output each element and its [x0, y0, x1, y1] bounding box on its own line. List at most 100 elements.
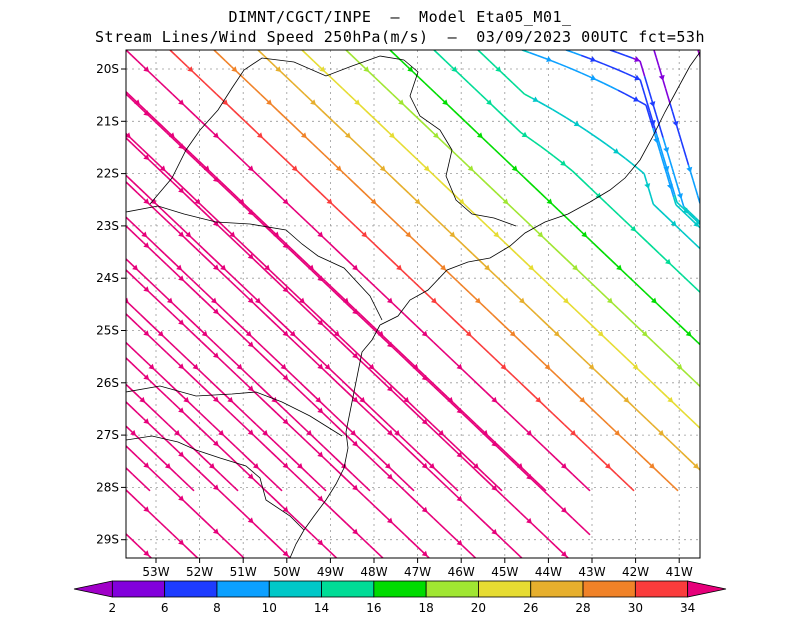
streamline-arrow [0, 430, 4, 436]
streamline-segment [389, 50, 397, 57]
streamline-segment [0, 386, 2, 392]
streamline-segment [163, 335, 170, 343]
streamline-segment [529, 51, 538, 57]
streamline-segment [233, 319, 241, 327]
streamline-segment [587, 446, 594, 453]
streamline-segment [621, 479, 629, 486]
streamline-segment [177, 391, 184, 398]
streamline-segment [415, 412, 423, 420]
streamline-segment [362, 357, 370, 365]
streamline-arrow [95, 397, 101, 403]
streamline-arrow [282, 242, 289, 249]
streamline-segment [445, 60, 452, 68]
streamline-segment [618, 214, 626, 222]
streamline-segment [533, 269, 541, 277]
streamline-segment [473, 170, 480, 178]
streamline-segment [363, 484, 371, 492]
streamline-arrow [352, 440, 358, 447]
streamline-segment [150, 407, 158, 415]
streamline-segment [380, 555, 385, 558]
colorbar-swatch [268, 580, 322, 598]
streamline-segment [83, 177, 89, 183]
streamline-arrow [231, 66, 238, 73]
streamline-segment [276, 500, 284, 508]
streamline-segment [302, 176, 310, 183]
streamline-segment [11, 359, 17, 365]
streamline-segment [664, 214, 672, 222]
streamline-segment [160, 522, 168, 530]
streamline-arrow [143, 242, 150, 249]
streamline-segment [690, 172, 694, 181]
streamline-arrow [126, 297, 129, 304]
streamline-segment [317, 440, 325, 448]
streamline-arrow [423, 165, 430, 172]
streamline-segment [552, 413, 560, 420]
streamline-segment [478, 468, 486, 475]
streamline-arrow [212, 440, 219, 447]
streamline-segment [642, 457, 650, 464]
streamline-segment [535, 313, 543, 321]
streamline-arrow [352, 264, 358, 271]
streamline-segment [216, 302, 224, 310]
streamline-segment [224, 231, 231, 238]
streamline-segment [318, 357, 326, 365]
streamline-segment [297, 170, 304, 178]
streamline-segment [673, 194, 678, 203]
streamline-segment [652, 341, 660, 349]
streamline-segment [344, 341, 352, 349]
streamline-segment [166, 87, 173, 95]
streamline-segment [287, 379, 295, 387]
streamline-segment [471, 335, 478, 343]
chart-title: DIMNT/CGCT/INPE — Model Eta05_M01_ [228, 8, 572, 26]
streamline-segment [531, 225, 538, 233]
streamline-segment [223, 225, 230, 233]
streamline-segment [258, 528, 266, 535]
streamline-segment [223, 435, 231, 442]
streamline-segment [183, 368, 191, 376]
streamline-segment [334, 467, 342, 475]
streamline-segment [658, 252, 666, 260]
streamline-segment [461, 456, 469, 464]
streamline-segment [167, 424, 175, 431]
streamline-segment [328, 286, 336, 293]
streamline-segment [565, 165, 573, 172]
streamline-segment [498, 236, 506, 244]
streamline-segment [296, 253, 303, 260]
streamline-segment [497, 110, 505, 117]
streamline-segment [171, 181, 179, 189]
streamline-segment [55, 67, 61, 73]
streamline-segment [58, 111, 64, 117]
streamline-arrow [458, 198, 465, 205]
streamline-segment [235, 446, 242, 453]
streamline-segment [200, 385, 208, 392]
streamline-segment [126, 181, 133, 189]
streamline-segment [502, 451, 510, 459]
streamline-segment [373, 368, 381, 376]
streamline-segment [189, 550, 197, 557]
streamline-segment [475, 214, 483, 222]
streamline-segment [446, 187, 454, 194]
streamline-segment [340, 429, 347, 436]
streamline-segment [81, 342, 87, 348]
streamline-segment [655, 385, 663, 393]
streamline-segment [594, 286, 602, 294]
streamline-arrow [546, 198, 553, 205]
streamline-segment [376, 413, 384, 420]
streamline-segment [624, 54, 633, 59]
lon-label: 47W [404, 565, 431, 579]
streamline-segment [343, 214, 351, 222]
streamline-segment [347, 93, 355, 101]
streamline-segment [647, 335, 654, 343]
streamline-segment [676, 201, 684, 209]
streamline-arrow [178, 143, 184, 150]
streamline-segment [464, 413, 472, 420]
streamline-segment [2, 392, 8, 398]
streamline-segment [538, 100, 546, 107]
streamline-segment [253, 302, 260, 310]
streamline-arrow [55, 66, 61, 72]
streamline-segment [224, 143, 231, 150]
streamline-segment [655, 57, 660, 66]
streamline-segment [311, 313, 318, 321]
streamline-segment [28, 375, 34, 381]
streamline-segment [442, 308, 449, 316]
